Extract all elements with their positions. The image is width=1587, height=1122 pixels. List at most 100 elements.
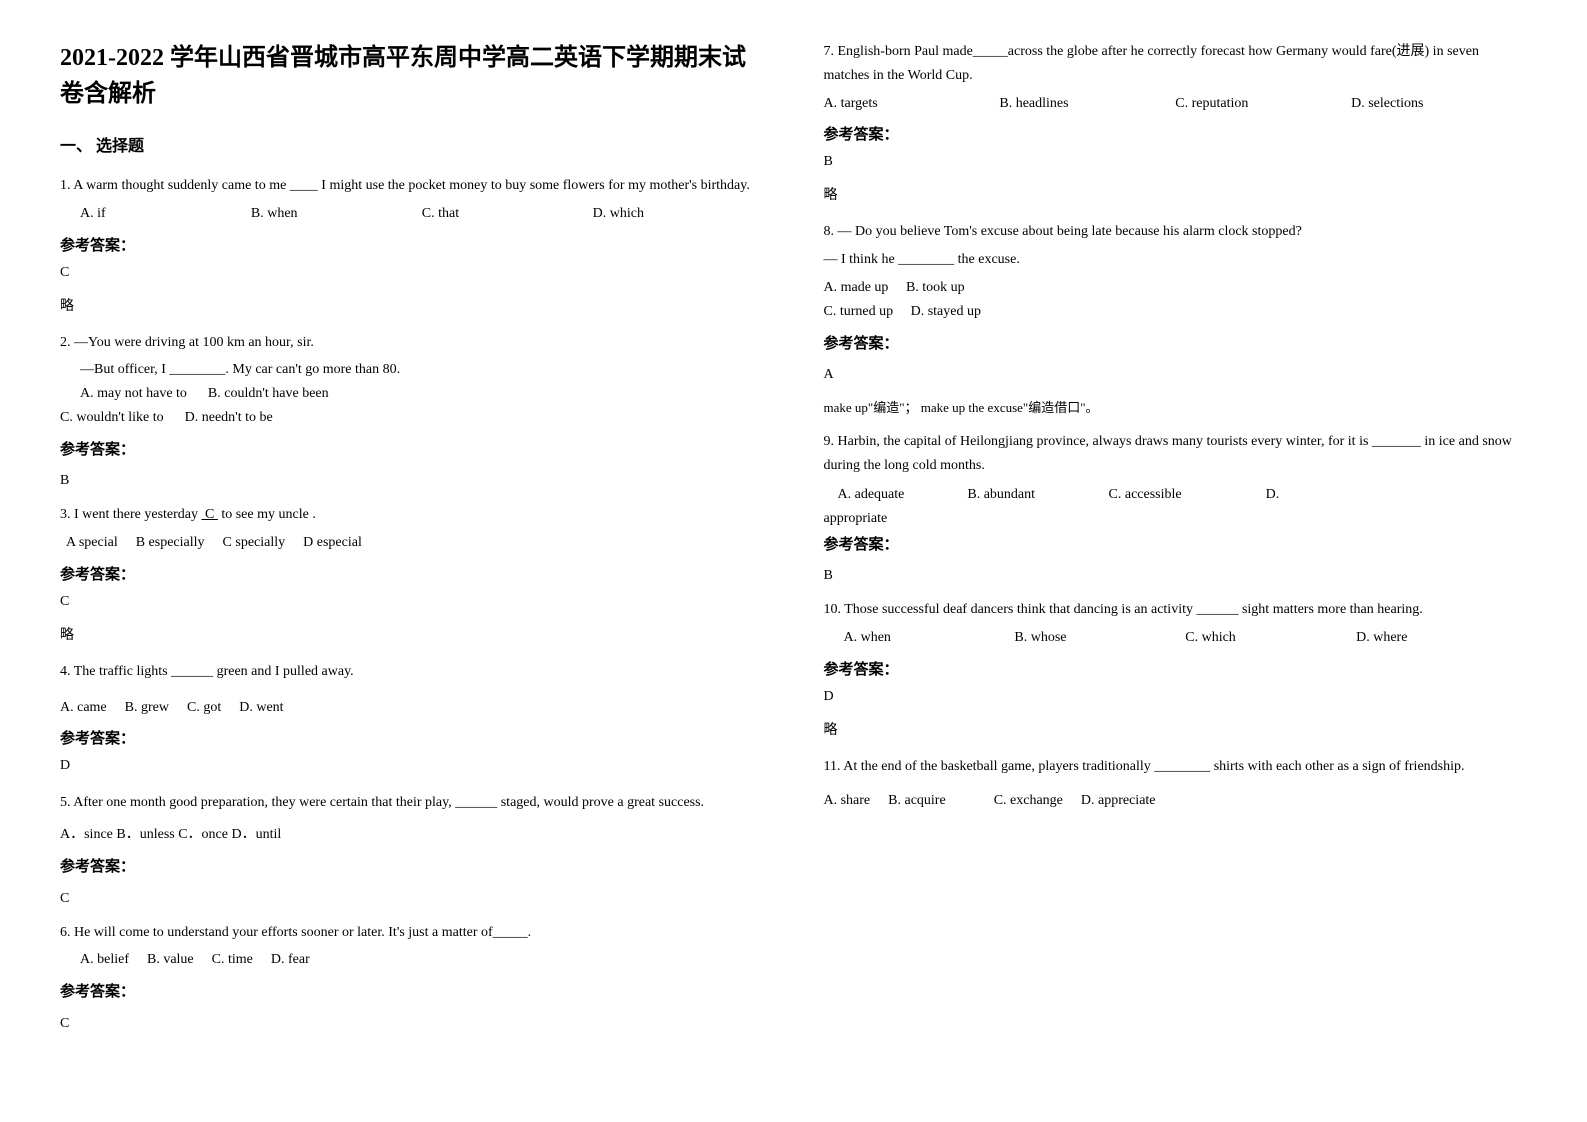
q10-omit: 略 bbox=[824, 719, 1528, 739]
q2-opt-d: D. needn't to be bbox=[185, 410, 273, 425]
question-10: 10. Those successful deaf dancers think … bbox=[824, 598, 1528, 650]
q4-opt-d: D. went bbox=[239, 696, 283, 720]
q1-answer-label: 参考答案： bbox=[60, 234, 764, 255]
q2-answer-label: 参考答案： bbox=[60, 438, 764, 464]
q2-line1: 2. —You were driving at 100 km an hour, … bbox=[60, 331, 764, 355]
q8-opt-a: A. made up bbox=[824, 280, 889, 295]
q2-answer: B bbox=[60, 473, 764, 489]
q2-opts2: C. wouldn't like to D. needn't to be bbox=[60, 406, 764, 430]
q1-answer: C bbox=[60, 265, 764, 281]
q10-opt-b: B. whose bbox=[1014, 626, 1185, 650]
question-11: 11. At the end of the basketball game, p… bbox=[824, 755, 1528, 813]
q3-opt-c: C specially bbox=[223, 531, 286, 555]
page-title: 2021-2022 学年山西省晋城市高平东周中学高二英语下学期期末试卷含解析 bbox=[60, 40, 764, 112]
q4-answer: D bbox=[60, 758, 764, 774]
q8-opt-d: D. stayed up bbox=[911, 304, 981, 319]
q7-answer-label: 参考答案： bbox=[824, 123, 1528, 144]
q9-opt-c: C. accessible bbox=[1109, 487, 1182, 502]
q8-opt-c: C. turned up bbox=[824, 304, 894, 319]
q11-opt-c: C. exchange bbox=[994, 789, 1063, 813]
q3-options: A special B especially C specially D esp… bbox=[66, 531, 764, 555]
q8-answer-label: 参考答案： bbox=[824, 332, 1528, 358]
q7-text: 7. English-born Paul made_____across the… bbox=[824, 40, 1528, 88]
q8-opts2: C. turned up D. stayed up bbox=[824, 300, 1528, 324]
q7-answer: B bbox=[824, 154, 1528, 170]
q3-opt-a: A special bbox=[66, 531, 118, 555]
q9-options: A. adequate B. abundant C. accessible D. bbox=[824, 482, 1528, 507]
q2-opt-c: C. wouldn't like to bbox=[60, 410, 164, 425]
q5-opts: A．since B．unless C．once D．until bbox=[60, 823, 764, 847]
q7-opt-a: A. targets bbox=[824, 92, 1000, 116]
q4-options: A. came B. grew C. got D. went bbox=[60, 696, 764, 720]
q5-answer: C bbox=[60, 891, 764, 907]
q1-opt-a: A. if bbox=[80, 202, 251, 226]
q10-opt-a: A. when bbox=[844, 626, 1015, 650]
q1-options: A. if B. when C. that D. which bbox=[80, 202, 764, 226]
q9-opt-d: D. bbox=[1266, 487, 1280, 502]
q1-opt-b: B. when bbox=[251, 202, 422, 226]
q3-opt-b: B especially bbox=[136, 531, 205, 555]
q4-opt-a: A. came bbox=[60, 696, 107, 720]
q8-opts1: A. made up B. took up bbox=[824, 276, 1528, 300]
q6-opt-d: D. fear bbox=[271, 948, 310, 972]
question-9: 9. Harbin, the capital of Heilongjiang p… bbox=[824, 430, 1528, 558]
q11-options: A. share B. acquire C. exchange D. appre… bbox=[824, 789, 1528, 813]
q7-options: A. targets B. headlines C. reputation D.… bbox=[824, 92, 1528, 116]
q7-opt-c: C. reputation bbox=[1175, 92, 1351, 116]
section-header: 一、 选择题 bbox=[60, 132, 764, 156]
q10-opt-c: C. which bbox=[1185, 626, 1356, 650]
q4-opt-c: C. got bbox=[187, 696, 221, 720]
q11-opt-b: B. acquire bbox=[888, 789, 946, 813]
q8-line1: 8. — Do you believe Tom's excuse about b… bbox=[824, 220, 1528, 244]
q2-opts1: A. may not have to B. couldn't have been bbox=[80, 382, 764, 406]
q10-text: 10. Those successful deaf dancers think … bbox=[824, 598, 1528, 622]
exam-page: 2021-2022 学年山西省晋城市高平东周中学高二英语下学期期末试卷含解析 一… bbox=[60, 40, 1527, 1040]
q11-opt-a: A. share bbox=[824, 789, 871, 813]
q4-text: 4. The traffic lights ______ green and I… bbox=[60, 660, 764, 684]
q4-opt-b: B. grew bbox=[125, 696, 169, 720]
q4-answer-label: 参考答案： bbox=[60, 727, 764, 748]
q6-opt-a: A. belief bbox=[80, 948, 129, 972]
q6-options: A. belief B. value C. time D. fear bbox=[80, 948, 764, 972]
question-5: 5. After one month good preparation, the… bbox=[60, 788, 764, 880]
q9-text: 9. Harbin, the capital of Heilongjiang p… bbox=[824, 430, 1528, 478]
q9-answer-label: 参考答案： bbox=[824, 533, 1528, 559]
q8-explain: make up"编造"； make up the excuse"编造借口"。 bbox=[824, 397, 1528, 416]
q9-answer: B bbox=[824, 568, 1528, 584]
q2-opt-b: B. couldn't have been bbox=[208, 386, 329, 401]
q8-line2: — I think he ________ the excuse. bbox=[824, 248, 1528, 272]
q8-opt-b: B. took up bbox=[906, 280, 965, 295]
question-2: 2. —You were driving at 100 km an hour, … bbox=[60, 331, 764, 464]
question-1: 1. A warm thought suddenly came to me __… bbox=[60, 174, 764, 226]
question-8: 8. — Do you believe Tom's excuse about b… bbox=[824, 220, 1528, 357]
q1-omit: 略 bbox=[60, 295, 764, 315]
q10-answer-label: 参考答案： bbox=[824, 658, 1528, 679]
q8-answer: A bbox=[824, 367, 1528, 383]
q9-opt-d-text: appropriate bbox=[824, 507, 1528, 531]
q3-text: 3. I went there yesterday C to see my un… bbox=[60, 503, 764, 527]
q3-omit: 略 bbox=[60, 624, 764, 644]
question-6: 6. He will come to understand your effor… bbox=[60, 921, 764, 1006]
q9-opt-a: A. adequate bbox=[838, 487, 905, 502]
q3-answer-label: 参考答案： bbox=[60, 563, 764, 584]
q3-answer: C bbox=[60, 594, 764, 610]
q6-answer: C bbox=[60, 1016, 764, 1032]
q10-options: A. when B. whose C. which D. where bbox=[844, 626, 1528, 650]
q10-opt-d: D. where bbox=[1356, 626, 1527, 650]
q1-opt-d: D. which bbox=[593, 202, 764, 226]
q7-opt-b: B. headlines bbox=[999, 92, 1175, 116]
q9-opt-b: B. abundant bbox=[967, 487, 1035, 502]
q2-line2: —But officer, I ________. My car can't g… bbox=[80, 358, 764, 382]
question-7: 7. English-born Paul made_____across the… bbox=[824, 40, 1528, 115]
q1-text: 1. A warm thought suddenly came to me __… bbox=[60, 174, 764, 198]
q6-text: 6. He will come to understand your effor… bbox=[60, 921, 764, 945]
q5-text: 5. After one month good preparation, the… bbox=[60, 788, 764, 819]
q10-answer: D bbox=[824, 689, 1528, 705]
q1-opt-c: C. that bbox=[422, 202, 593, 226]
q7-omit: 略 bbox=[824, 184, 1528, 204]
q6-opt-c: C. time bbox=[212, 948, 253, 972]
question-3: 3. I went there yesterday C to see my un… bbox=[60, 503, 764, 555]
q11-text: 11. At the end of the basketball game, p… bbox=[824, 755, 1528, 779]
q6-opt-b: B. value bbox=[147, 948, 194, 972]
question-4: 4. The traffic lights ______ green and I… bbox=[60, 660, 764, 720]
